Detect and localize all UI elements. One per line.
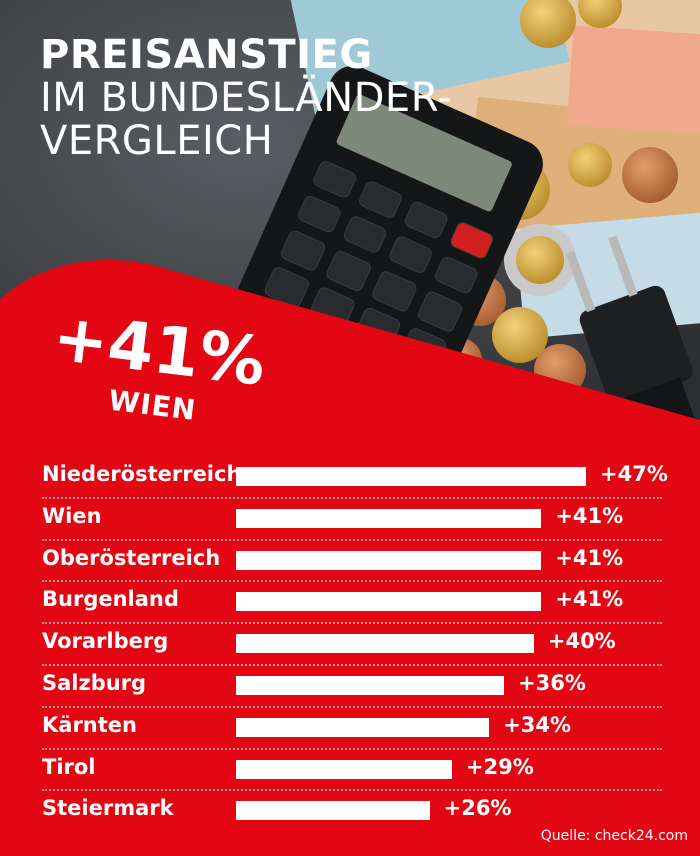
bar xyxy=(236,717,490,737)
row-divider xyxy=(42,622,662,625)
bar xyxy=(236,676,505,695)
row-divider xyxy=(42,747,662,750)
bar-category-label: Kärnten xyxy=(42,712,137,737)
source-note: Quelle: check24.com xyxy=(540,828,688,844)
bar-value-label: +36% xyxy=(518,671,586,695)
bar-row: Steiermark +26% xyxy=(0,790,700,832)
bar-row: Salzburg +36% xyxy=(0,665,700,707)
bar-value-label: +41% xyxy=(555,545,624,570)
bar-value-label: +41% xyxy=(555,503,624,528)
row-divider xyxy=(42,664,662,666)
bar-category-label: Tirol xyxy=(42,754,96,779)
bar-category-label: Niederösterreich xyxy=(42,462,242,486)
title-line-2: IM BUNDESLÄNDER- xyxy=(40,75,453,122)
bar-row: Burgenland +41% xyxy=(0,581,700,623)
bar-value-label: +40% xyxy=(547,629,616,654)
title-line-1: PREISANSTIEG xyxy=(40,32,373,78)
bar-category-label: Wien xyxy=(42,503,102,528)
bar xyxy=(236,508,542,528)
bar-category-label: Salzburg xyxy=(42,671,147,695)
bar xyxy=(236,550,542,570)
row-divider xyxy=(42,496,662,499)
bar xyxy=(236,759,452,779)
bar-category-label: Steiermark xyxy=(42,796,174,821)
bar-category-label: Vorarlberg xyxy=(42,629,169,654)
row-divider xyxy=(42,789,662,792)
bar-value-label: +47% xyxy=(600,462,668,486)
bar-category-label: Oberösterreich xyxy=(42,545,221,570)
row-divider xyxy=(42,538,662,541)
bar-value-label: +26% xyxy=(443,796,512,821)
bar-row: Niederösterreich +47% xyxy=(0,456,700,498)
row-divider xyxy=(42,705,662,708)
bar-row: Wien +41% xyxy=(0,498,700,540)
bar-value-label: +34% xyxy=(503,712,572,737)
row-divider xyxy=(42,580,662,583)
title-line-3: VERGLEICH xyxy=(40,118,274,165)
bar-row: Oberösterreich +41% xyxy=(0,540,700,582)
bar-row: Tirol +29% xyxy=(0,749,700,791)
bar xyxy=(236,592,542,612)
bar-category-label: Burgenland xyxy=(42,587,179,612)
bar xyxy=(236,634,534,654)
bar-value-label: +41% xyxy=(555,587,624,612)
bar xyxy=(236,801,430,821)
bar-row: Vorarlberg +40% xyxy=(0,623,700,665)
title-block: PREISANSTIEG IM BUNDESLÄNDER- VERGLEICH xyxy=(40,32,453,165)
bar xyxy=(236,467,586,486)
bar-row: Kärnten +34% xyxy=(0,707,700,749)
background-photo xyxy=(0,0,700,470)
bar-value-label: +29% xyxy=(465,754,534,779)
